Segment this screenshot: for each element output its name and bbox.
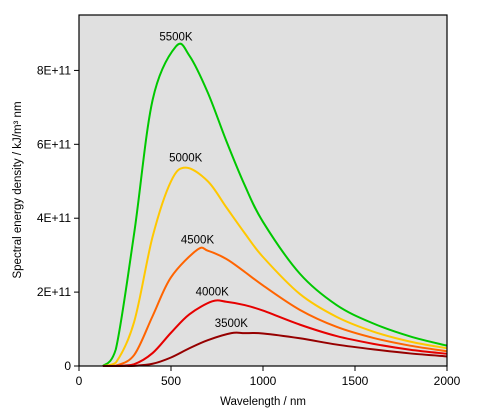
curve-label-3500k: 3500K	[215, 318, 249, 330]
x-tick-label: 500	[161, 374, 181, 388]
x-tick-label: 1000	[250, 374, 277, 388]
curve-label-5500k: 5500K	[159, 31, 193, 43]
curve-label-5000k: 5000K	[169, 153, 203, 165]
curve-label-4500k: 4500K	[181, 235, 215, 247]
y-axis: 0 2E+11 4E+11 6E+11 8E+11	[37, 63, 79, 373]
x-tick-label: 2000	[434, 374, 461, 388]
y-tick-label: 4E+11	[37, 211, 71, 225]
x-axis-title: Wavelength / nm	[220, 396, 306, 408]
curve-labels-layer: 5500K 5000K 4500K 4000K 3500K	[159, 31, 248, 330]
series-line-5500k	[102, 42, 448, 367]
y-tick-label: 6E+11	[37, 137, 71, 151]
y-tick-label: 8E+11	[37, 63, 71, 77]
x-tick-label: 0	[76, 374, 83, 388]
y-tick-label: 2E+11	[37, 285, 71, 299]
y-tick-label: 0	[64, 359, 71, 373]
series-line-4500k	[102, 246, 448, 367]
x-tick-label: 1500	[342, 374, 369, 388]
series-line-4000k	[102, 299, 448, 367]
y-axis-title: Spectral energy density / kJ/m³ nm	[12, 101, 24, 278]
plot-background	[79, 15, 447, 366]
x-axis: 0 500 1000 1500 2000	[76, 366, 461, 388]
curve-label-4000k: 4000K	[196, 286, 230, 298]
series-line-5000k	[102, 166, 448, 367]
